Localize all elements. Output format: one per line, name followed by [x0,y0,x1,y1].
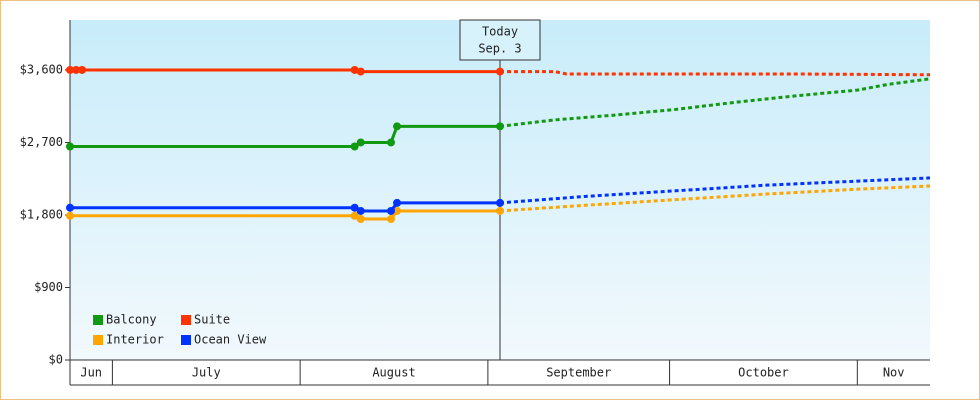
point [356,67,365,76]
point [78,65,87,74]
point [386,138,395,147]
point [350,211,359,220]
point [496,206,504,215]
point [350,203,359,212]
today-label: Today [482,25,518,39]
y-tick-label: $2,700 [20,135,63,149]
today-date: Sep. 3 [478,42,521,56]
point [393,198,402,207]
point [496,122,504,131]
month-label: October [738,366,789,380]
point [496,198,504,207]
legend-label: Balcony [106,313,157,327]
point [66,65,74,74]
history-line [70,124,500,148]
today-box [459,19,541,61]
y-tick-label: $3,600 [20,62,63,76]
month-label: Nov [883,366,905,380]
month-label: August [372,366,415,380]
y-tick-label: $0 [49,353,63,367]
history-line [70,201,500,213]
y-tick-label: $1,800 [20,207,63,221]
point [66,211,74,220]
month-label: September [546,366,611,380]
legend-swatch [93,335,103,345]
point [350,142,359,151]
month-label: July [192,366,221,380]
point [350,65,359,74]
point [356,138,365,147]
legend-swatch [93,315,103,325]
point [66,142,74,151]
point [496,67,504,76]
forecast-line [499,77,931,128]
point [393,122,402,131]
history-line [70,209,500,221]
history-line [70,68,500,74]
forecast-line [499,176,931,205]
point [72,65,81,74]
month-label: Jun [80,366,102,380]
point [356,206,365,215]
point [386,206,395,215]
point [386,215,395,224]
legend-label: Interior [106,333,164,347]
forecast-line [500,70,931,77]
legend-label: Ocean View [194,333,267,347]
point [356,215,365,224]
legend-swatch [181,335,191,345]
y-tick-label: $900 [34,280,63,294]
point [393,206,402,215]
legend-label: Suite [194,313,230,327]
legend-swatch [181,315,191,325]
point [66,203,74,212]
forecast-line [499,184,931,213]
